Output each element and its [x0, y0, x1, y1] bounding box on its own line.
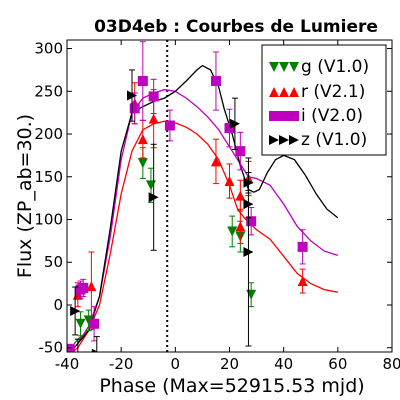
data-point-2-4	[129, 103, 140, 114]
y-tick-label: 300	[34, 40, 63, 58]
data-point-2-7	[164, 120, 175, 131]
data-point-2-12	[297, 241, 308, 252]
data-point-2-5	[137, 76, 148, 87]
legend-marker-3-2	[289, 135, 299, 145]
data-point-2-0	[67, 344, 75, 352]
legend-marker-1-0	[269, 87, 279, 97]
legend-label-i: i (V2.0)	[301, 106, 363, 126]
data-point-2-2	[78, 282, 89, 293]
plot-area	[67, 40, 339, 352]
data-point-3-3	[127, 90, 137, 101]
y-tick-label: 50	[44, 253, 63, 271]
legend-label-z: z (V1.0)	[301, 130, 367, 150]
legend-marker-0-0	[269, 62, 279, 72]
legend-marker-1-2	[289, 87, 299, 97]
x-tick-label: 40	[274, 355, 293, 373]
data-point-1-7	[235, 190, 246, 201]
y-tick-label: 100	[34, 211, 63, 229]
data-point-1-3	[137, 134, 148, 145]
data-point-1-10	[297, 276, 308, 287]
legend-markers	[269, 62, 299, 145]
data-point-0-0	[75, 318, 86, 329]
y-tick-label: 250	[34, 82, 63, 100]
data-point-1-8	[235, 221, 246, 232]
y-tick-label: 150	[34, 168, 63, 186]
data-point-2-6	[148, 91, 159, 102]
x-tick-label: 60	[328, 355, 347, 373]
legend-marker-1-1	[279, 87, 289, 97]
data-point-2-10	[235, 146, 246, 157]
legend-marker-2-0	[269, 111, 279, 121]
data-point-3-0	[70, 305, 81, 316]
data-point-0-6	[246, 289, 257, 300]
data-point-1-5	[210, 156, 221, 167]
y-tick-label: -50	[39, 339, 64, 357]
data-point-0-2	[137, 158, 148, 169]
legend-marker-0-1	[279, 62, 289, 72]
chart-title: 03D4eb : Courbes de Lumiere	[94, 17, 378, 37]
x-tick-label: -20	[109, 355, 134, 373]
data-point-2-3	[89, 318, 100, 329]
data-point-1-1	[86, 281, 97, 292]
model-curve-1	[71, 120, 338, 352]
legend-marker-2-2	[289, 111, 299, 121]
model-curve-2	[69, 88, 338, 352]
data-point-2-9	[224, 123, 235, 134]
data-point-3-5	[229, 118, 240, 129]
data-point-1-6	[224, 176, 235, 187]
x-tick-label: 80	[382, 355, 400, 373]
y-tick-label: 0	[53, 296, 63, 314]
data-point-3-8	[243, 246, 254, 257]
legend-marker-3-1	[279, 135, 289, 145]
axis-ticks: -40 -20 0 20 40 60 80 -50 0 50 100 150 200 250 300	[34, 40, 400, 373]
x-tick-label: 0	[171, 355, 181, 373]
data-point-3-2	[91, 348, 99, 352]
legend-marker-2-1	[279, 111, 289, 121]
legend: g (V1.0) r (V2.1) i (V2.0) z (V1.0)	[261, 44, 387, 156]
legend-marker-0-2	[289, 62, 299, 72]
y-tick-label: 200	[34, 125, 63, 143]
data-point-1-4	[148, 113, 159, 124]
data-point-2-8	[210, 76, 221, 87]
legend-label-g: g (V1.0)	[301, 57, 369, 77]
x-tick-label: 20	[220, 355, 239, 373]
data-point-0-3	[145, 180, 156, 191]
legend-marker-3-0	[269, 135, 279, 145]
data-point-2-11	[246, 216, 257, 227]
data-point-0-4	[227, 226, 238, 237]
legend-label-r: r (V2.1)	[301, 82, 365, 102]
x-tick-label: -40	[55, 355, 80, 373]
y-axis-label: Flux (ZP_ab=30.)	[14, 114, 36, 278]
x-axis-label: Phase (Max=52915.53 mjd)	[99, 375, 364, 397]
data-point-3-4	[148, 192, 159, 203]
